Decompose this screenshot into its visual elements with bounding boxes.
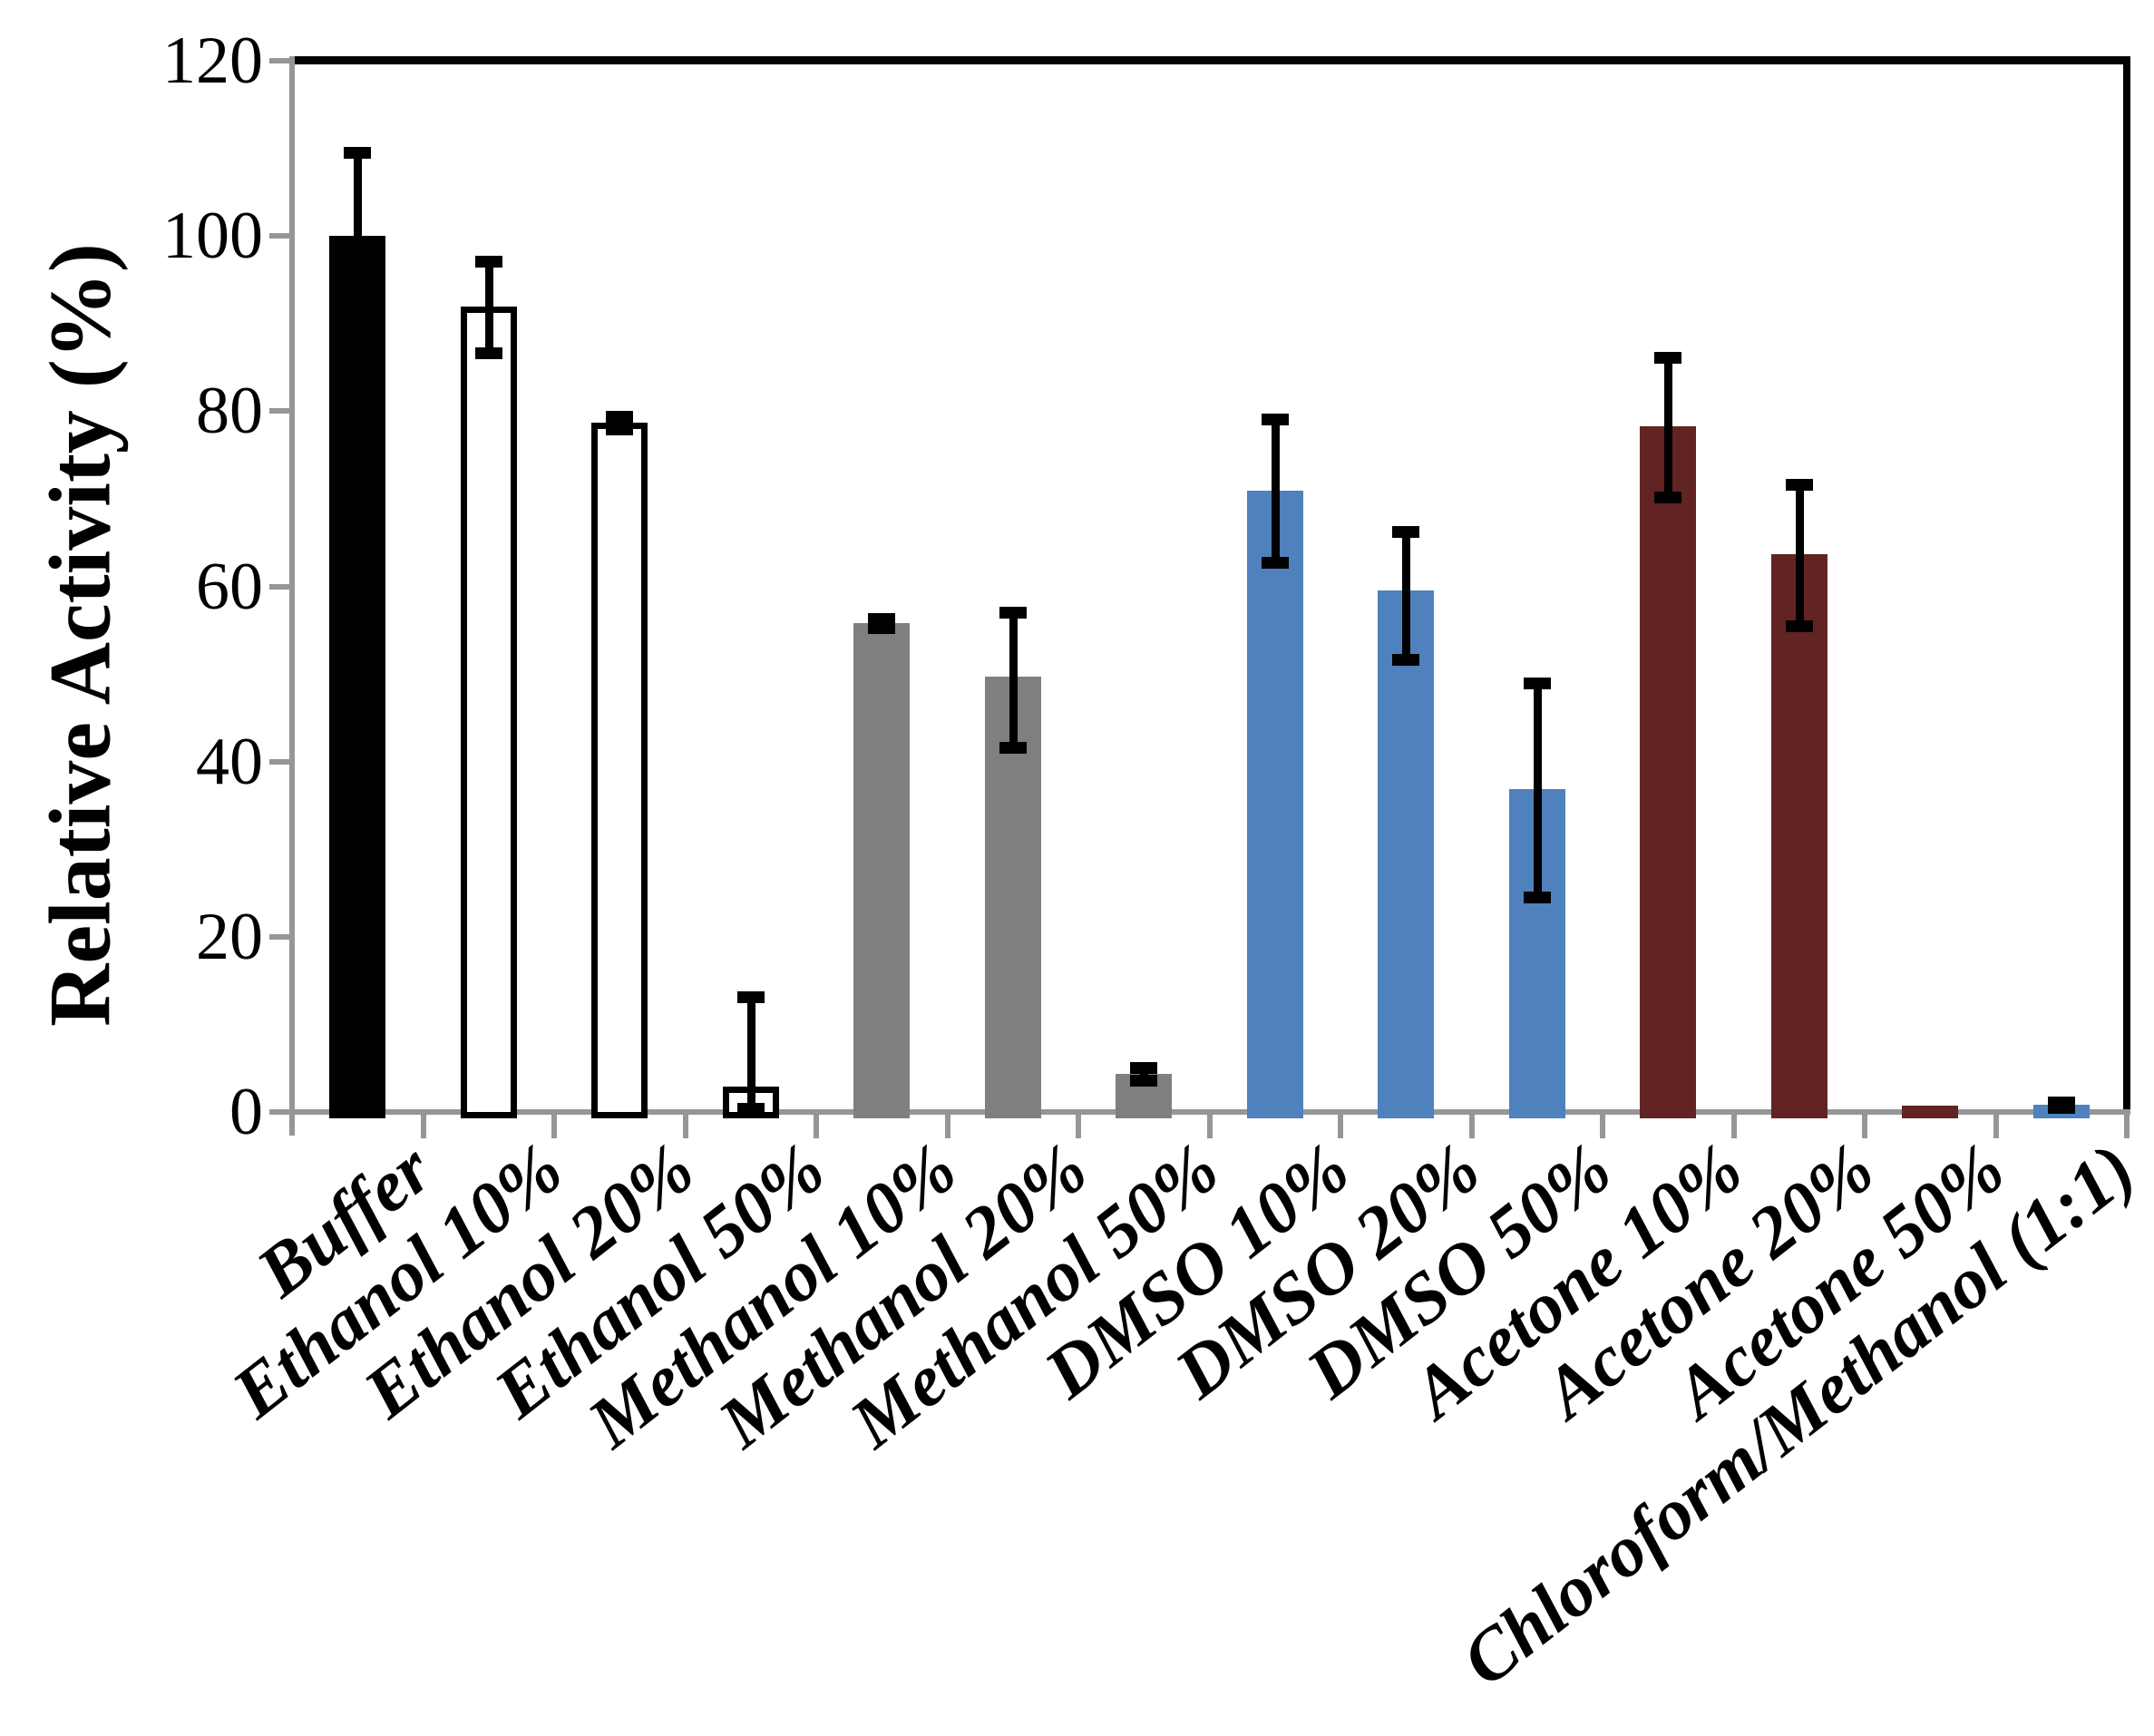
x-tick-mark <box>1600 1115 1605 1138</box>
error-bar-cap-bottom <box>1261 557 1289 570</box>
y-tick-label: 0 <box>229 1075 263 1149</box>
y-tick-label: 20 <box>196 899 263 974</box>
y-tick-mark <box>269 233 289 239</box>
x-tick-mark <box>814 1115 819 1138</box>
x-tick-mark <box>1076 1115 1081 1138</box>
y-tick-label: 60 <box>196 549 263 624</box>
bar <box>1902 1106 1959 1118</box>
plot-right-border <box>2123 56 2130 1112</box>
x-tick-mark <box>1730 1115 1737 1138</box>
x-tick-mark <box>420 1115 426 1138</box>
x-tick-mark <box>1862 1115 1867 1138</box>
error-bar-cap-bottom <box>474 346 502 359</box>
error-bar-cap-top <box>736 990 765 1003</box>
y-tick-label: 100 <box>162 199 263 274</box>
error-bar-cap-top <box>1261 414 1289 426</box>
error-bar-cap-bottom <box>606 423 634 435</box>
error-bar-line <box>1402 531 1411 659</box>
x-tick-mark <box>944 1115 950 1138</box>
y-tick-label: 120 <box>162 24 263 98</box>
plot-top-border <box>289 56 2130 64</box>
x-tick-mark <box>682 1115 688 1138</box>
error-bar-cap-top <box>1392 525 1420 538</box>
error-bar-cap-bottom <box>1130 1075 1158 1087</box>
error-bar-cap-bottom <box>868 621 896 634</box>
y-tick-mark <box>269 408 289 414</box>
error-bar-cap-top <box>1785 479 1813 492</box>
error-bar-line <box>1664 357 1673 497</box>
error-bar-cap-top <box>999 606 1027 619</box>
y-tick-label: 80 <box>196 374 263 449</box>
y-tick-mark <box>269 583 289 590</box>
y-tick-mark <box>269 933 289 940</box>
bar <box>853 623 911 1118</box>
x-tick-mark <box>1993 1115 1999 1138</box>
y-axis-line <box>289 56 295 1136</box>
error-bar-cap-bottom <box>736 1103 765 1116</box>
y-tick-mark <box>269 758 289 765</box>
bar <box>591 422 648 1118</box>
error-bar-cap-bottom <box>1654 491 1682 503</box>
x-tick-mark <box>1206 1115 1213 1138</box>
error-bar-cap-bottom <box>1392 653 1420 666</box>
error-bar-line <box>1009 611 1018 748</box>
error-bar-line <box>746 996 755 1109</box>
bar <box>1246 491 1303 1118</box>
bar <box>1378 590 1435 1118</box>
error-bar-cap-bottom <box>344 313 372 326</box>
error-bar-cap-bottom <box>1523 892 1551 904</box>
error-bar-line <box>1140 1067 1149 1081</box>
x-tick-mark <box>551 1115 557 1138</box>
y-tick-mark <box>269 1109 289 1115</box>
y-tick-mark <box>269 58 289 63</box>
bar <box>1640 425 1697 1118</box>
bar <box>329 236 386 1118</box>
error-bar-line <box>1271 419 1280 563</box>
x-tick-mark <box>2124 1115 2130 1138</box>
x-tick-mark <box>1468 1115 1475 1138</box>
error-bar-cap-top <box>1654 352 1682 365</box>
error-bar-cap-bottom <box>1785 619 1813 632</box>
error-bar-line <box>354 152 363 319</box>
bar <box>460 307 517 1118</box>
error-bar-line <box>484 261 493 353</box>
error-bar-line <box>1795 484 1804 626</box>
error-bar-cap-bottom <box>2047 1102 2075 1115</box>
error-bar-cap-top <box>1523 677 1551 689</box>
error-bar-cap-bottom <box>999 742 1027 755</box>
y-tick-label: 40 <box>196 724 263 799</box>
x-tick-mark <box>1338 1115 1343 1138</box>
error-bar-cap-top <box>1130 1061 1158 1074</box>
error-bar-cap-top <box>606 411 634 424</box>
bar <box>1770 553 1827 1118</box>
error-bar-line <box>1533 682 1542 898</box>
x-axis-line <box>289 1109 2130 1115</box>
error-bar-cap-top <box>474 256 502 268</box>
error-bar-cap-top <box>344 147 372 160</box>
y-axis-title: Relative Activity (%) <box>31 243 129 1027</box>
